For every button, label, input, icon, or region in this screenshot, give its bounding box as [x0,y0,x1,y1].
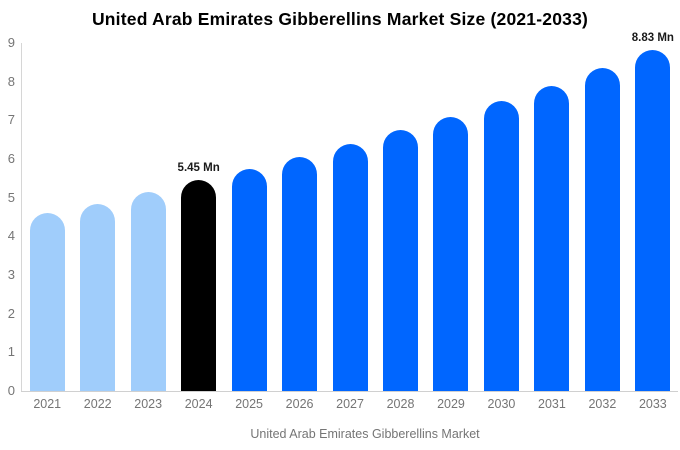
bar-slot-2024: 5.45 Mn [173,43,223,391]
bar-2024[interactable] [181,180,217,391]
bar-2032[interactable] [584,68,620,391]
legend-label: United Arab Emirates Gibberellins Market [250,427,480,441]
x-axis-line [21,391,678,392]
y-tick-0: 0 [7,383,15,398]
chart-title: United Arab Emirates Gibberellins Market… [91,9,589,29]
x-tick-2021: 2021 [33,397,62,411]
x-tick-2026: 2026 [285,397,314,411]
data-label-2024: 5.45 Mn [177,162,220,175]
y-tick-7: 7 [7,112,15,128]
bar-slot-2033: 8.83 Mn [628,32,678,391]
x-tick-2025: 2025 [235,397,264,411]
bar-slot-2031 [527,43,577,391]
bar-2028[interactable] [383,130,419,391]
bar-slot-2022 [72,43,122,391]
x-tick-2023: 2023 [134,397,163,411]
x-tick-2029: 2029 [437,397,465,411]
bar-2021[interactable] [29,213,65,391]
bar-2025[interactable] [231,168,267,391]
x-tick-2028: 2028 [386,397,415,411]
bar-2026[interactable] [282,157,318,391]
bar-2031[interactable] [534,85,570,391]
y-tick-2: 2 [7,305,15,321]
bar-slot-2029 [426,43,476,391]
y-tick-4: 4 [7,228,15,244]
x-axis: 2021 2022 2023 2024 2025 2026 2027 2028 2029 2030… [22,397,678,413]
x-tick-2030: 2030 [487,397,516,411]
y-tick-1: 1 [7,344,15,360]
legend-item[interactable]: United Arab Emirates Gibberellins Market [0,427,680,441]
y-tick-5: 5 [7,189,15,205]
y-tick-8: 8 [7,73,15,89]
data-label-2033: 8.83 Mn [631,31,674,44]
x-tick-2032: 2032 [588,397,617,411]
y-axis-line [21,43,22,392]
bar-slot-2021 [22,43,72,391]
bar-2023[interactable] [130,191,166,391]
bar-slot-2025 [224,43,274,391]
bar-slot-2023 [123,43,173,391]
bar-slot-2028 [375,43,425,391]
bar-slot-2030 [476,43,526,391]
bar-2033[interactable] [635,49,671,391]
x-tick-2024: 2024 [184,397,213,411]
y-axis: 0 1 2 3 4 5 6 7 8 9 [0,0,15,450]
bar-2022[interactable] [80,203,116,391]
y-tick-6: 6 [7,151,15,166]
bar-2030[interactable] [483,101,519,391]
y-tick-3: 3 [7,267,15,282]
bars-area: 5.45 Mn 8.83 Mn [22,32,678,391]
bar-2027[interactable] [332,143,368,391]
y-tick-9: 9 [7,35,15,50]
bar-2029[interactable] [433,116,469,391]
x-tick-2022: 2022 [83,397,112,411]
bar-slot-2027 [325,43,375,391]
x-tick-2033: 2033 [638,397,667,411]
bar-slot-2026 [274,43,324,391]
x-tick-2031: 2031 [538,397,566,411]
x-tick-2027: 2027 [336,397,364,411]
bar-slot-2032 [577,43,627,391]
legend-swatch [200,428,242,441]
